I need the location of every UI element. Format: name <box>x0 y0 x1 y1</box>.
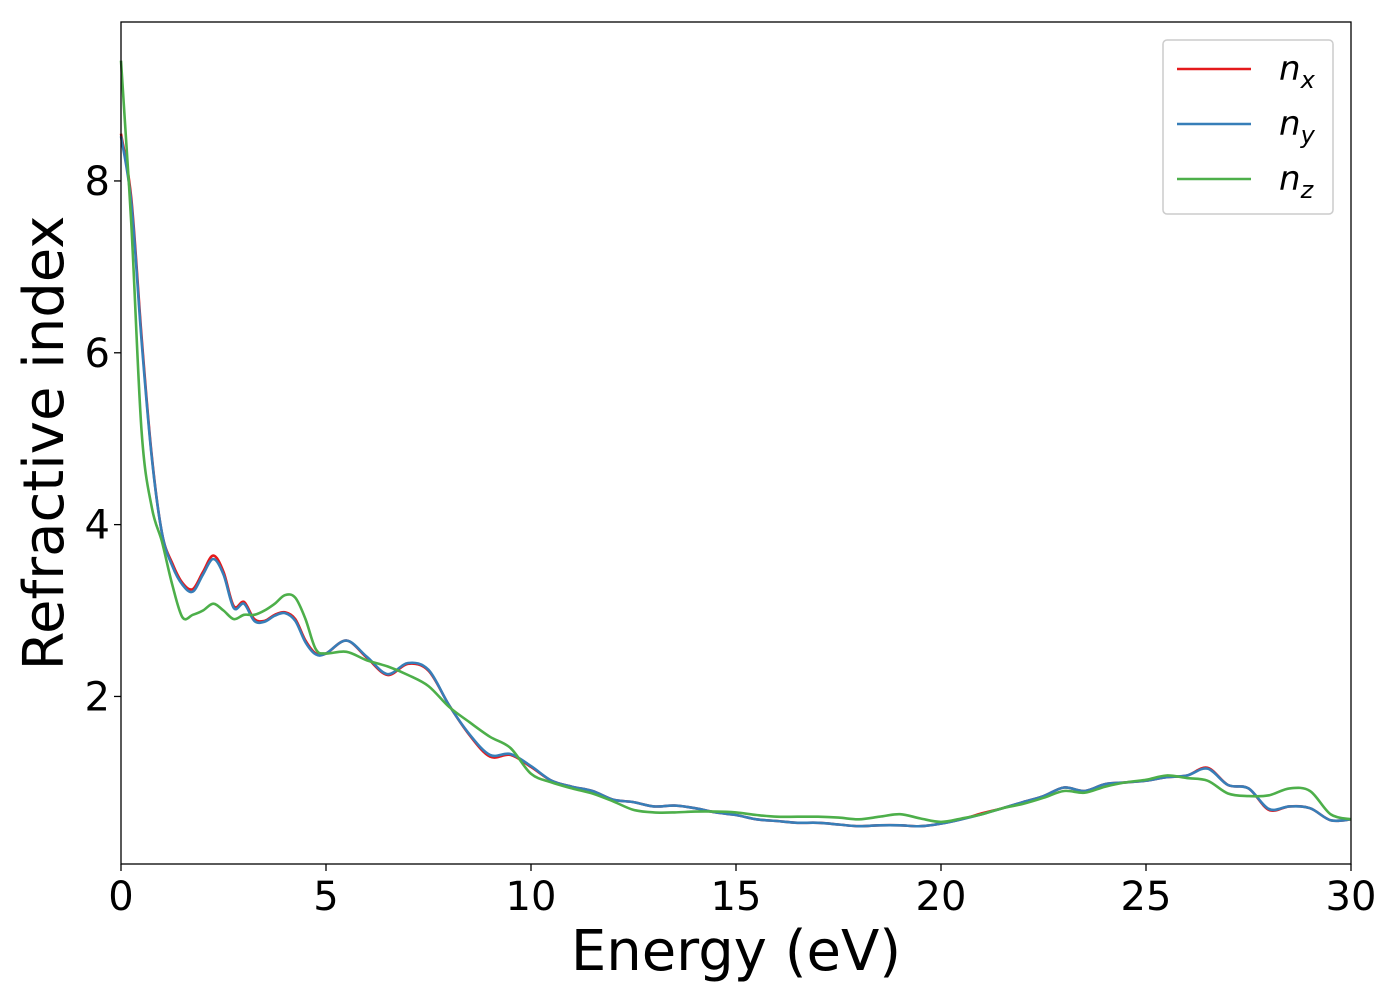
series-line-n_y <box>119 136 1352 828</box>
y-tick-label: 4 <box>85 503 110 549</box>
legend-label-n_x: nx <box>1279 49 1316 94</box>
x-axis-ticks: 0 5 10 15 20 25 30 <box>108 864 1376 920</box>
series-line-n_z <box>119 60 1352 824</box>
x-tick-label: 15 <box>711 874 762 920</box>
legend-box <box>1162 39 1334 215</box>
x-tick-label: 30 <box>1326 874 1377 920</box>
y-tick-label: 8 <box>85 159 110 205</box>
legend: nx ny nz <box>1162 39 1334 215</box>
x-tick-label: 0 <box>108 874 133 920</box>
x-tick-label: 5 <box>313 874 338 920</box>
y-tick-label: 2 <box>85 674 110 720</box>
x-tick-label: 20 <box>916 874 967 920</box>
series-layer <box>119 60 1352 828</box>
legend-label-n_z: nz <box>1279 159 1315 204</box>
y-axis-title: Refractive index <box>12 216 77 671</box>
x-axis-title: Energy (eV) <box>571 919 901 984</box>
y-tick-label: 6 <box>85 331 110 377</box>
y-axis-ticks: 2 4 6 8 <box>85 159 121 720</box>
x-tick-label: 10 <box>506 874 557 920</box>
x-tick-label: 25 <box>1121 874 1172 920</box>
legend-label-n_y: ny <box>1279 104 1316 149</box>
